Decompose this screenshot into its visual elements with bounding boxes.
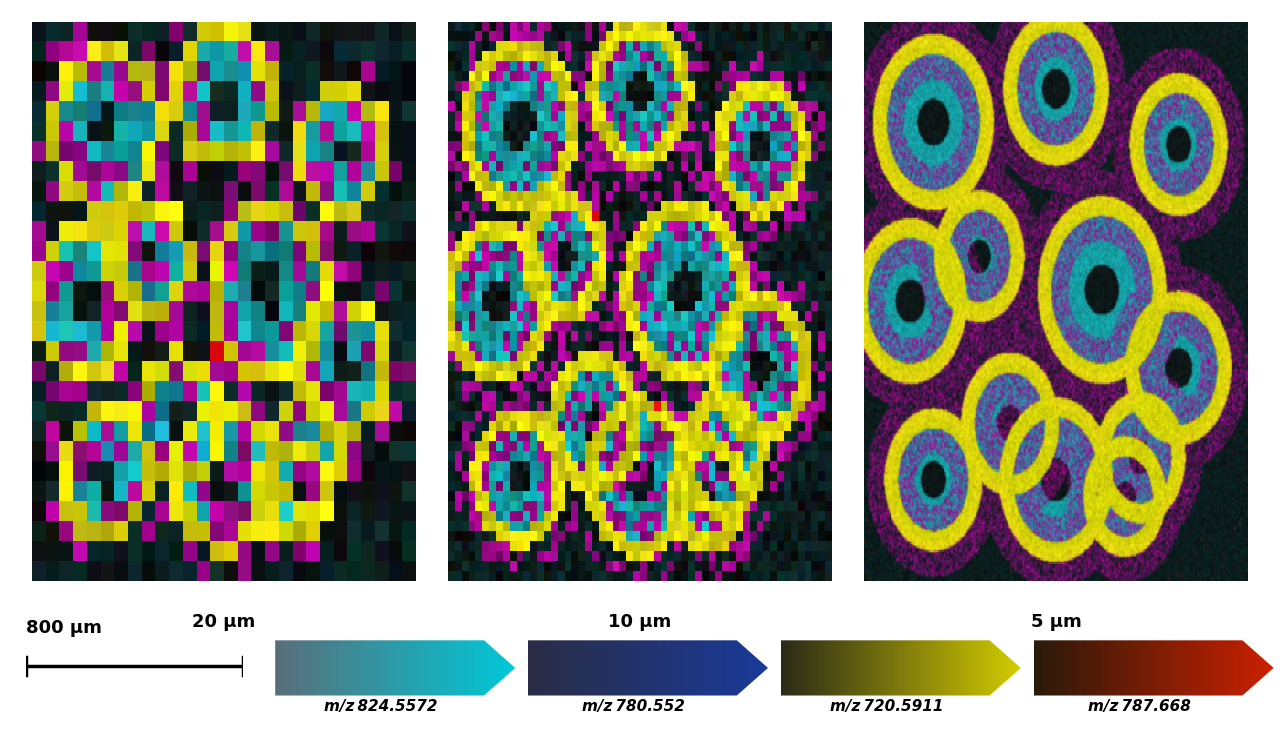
Text: m/z 720.5911: m/z 720.5911 bbox=[829, 699, 943, 714]
Text: m/z 787.668: m/z 787.668 bbox=[1088, 699, 1190, 714]
Text: 20 μm: 20 μm bbox=[192, 613, 256, 631]
Text: 10 μm: 10 μm bbox=[608, 613, 672, 631]
Text: 5 μm: 5 μm bbox=[1030, 613, 1082, 631]
Text: 800 μm: 800 μm bbox=[26, 619, 101, 637]
Text: m/z 824.5572: m/z 824.5572 bbox=[324, 699, 438, 714]
Text: m/z 780.552: m/z 780.552 bbox=[582, 699, 685, 714]
